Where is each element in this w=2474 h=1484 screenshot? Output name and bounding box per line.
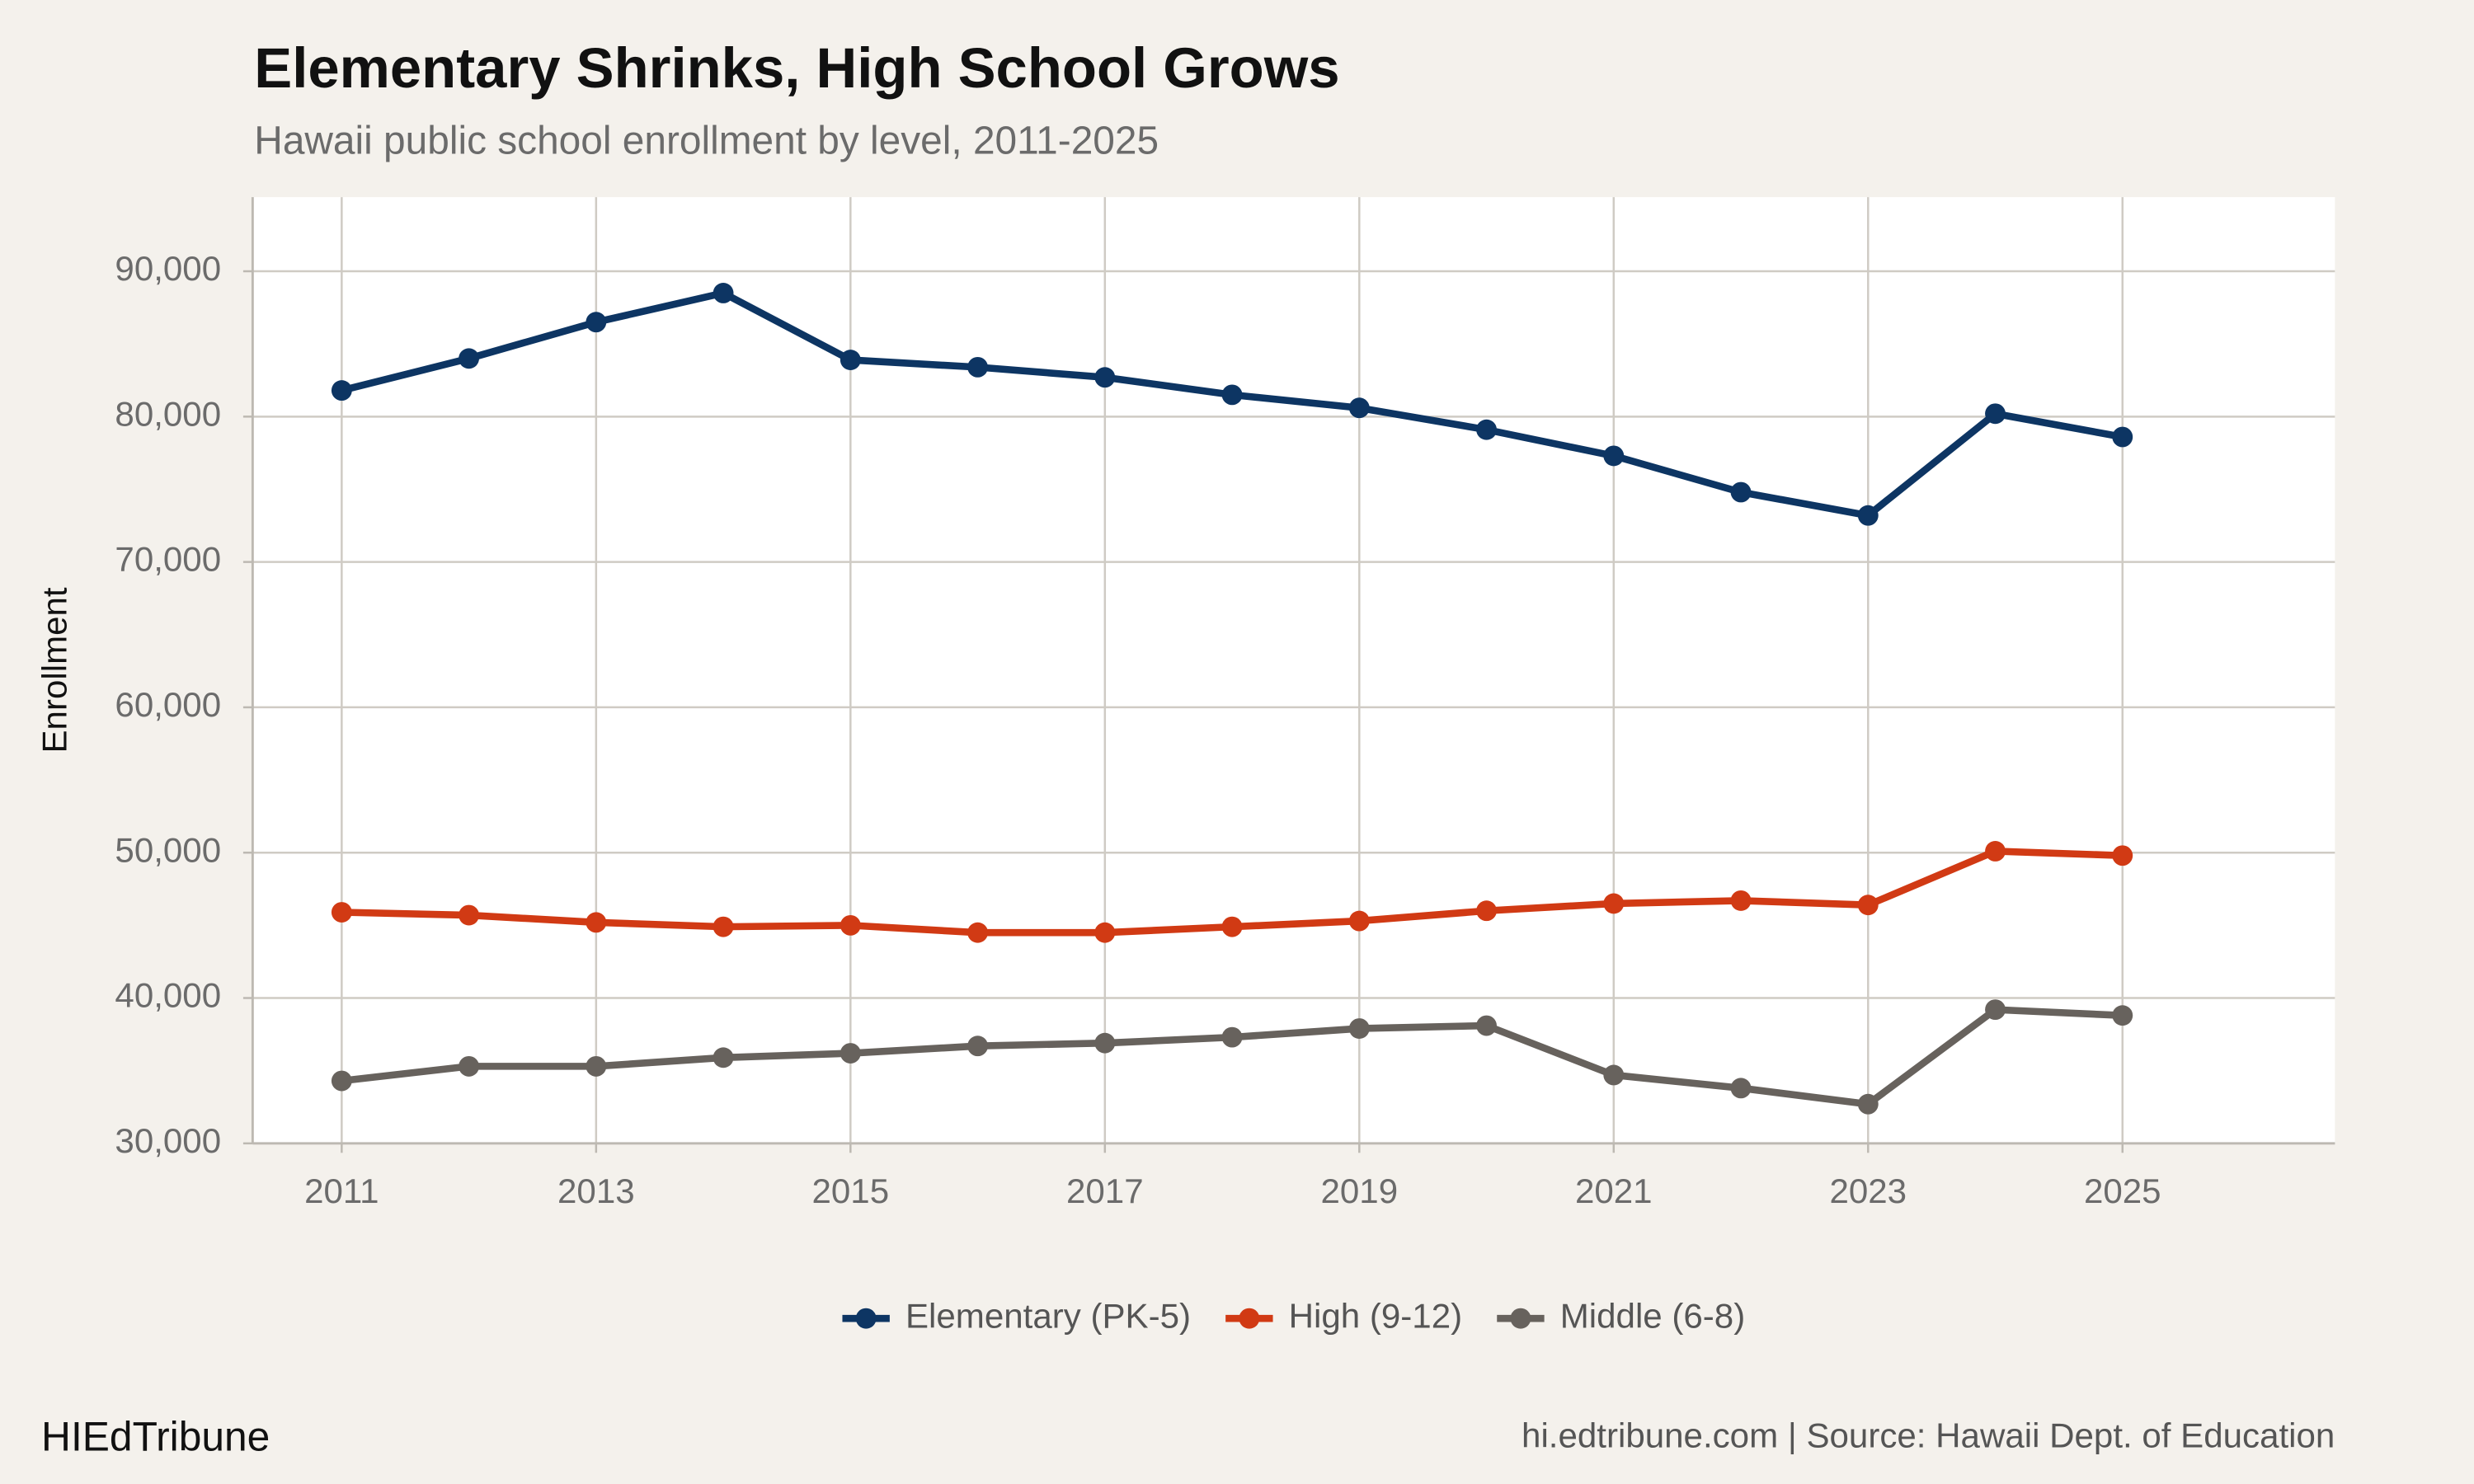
legend-key-point — [1510, 1308, 1531, 1329]
data-point — [2112, 1005, 2133, 1026]
data-point — [1985, 403, 2006, 425]
data-point — [1476, 900, 1497, 922]
data-point — [713, 916, 734, 937]
data-point — [840, 914, 861, 936]
source-note: hi.edtribune.com | Source: Hawaii Dept. … — [1522, 1416, 2335, 1455]
y-tick-label: 70,000 — [115, 540, 221, 579]
data-point — [1603, 1064, 1625, 1086]
legend: Elementary (PK-5) High (9-12) Middle (6-8) — [842, 1296, 1745, 1335]
data-point — [459, 904, 480, 926]
legend-label: Elementary (PK-5) — [905, 1296, 1191, 1335]
data-point — [1857, 895, 1879, 916]
data-point — [1985, 999, 2006, 1021]
data-point — [459, 348, 480, 369]
data-point — [2112, 426, 2133, 448]
y-tick-label: 80,000 — [115, 394, 221, 433]
legend-item: Elementary (PK-5) — [842, 1296, 1191, 1335]
data-point — [1476, 1015, 1497, 1036]
data-point — [1094, 1032, 1116, 1054]
data-point — [1730, 1078, 1752, 1099]
legend-label: Middle (6-8) — [1560, 1296, 1746, 1335]
x-tick-label: 2013 — [557, 1172, 635, 1210]
chart-subtitle: Hawaii public school enrollment by level… — [254, 120, 1159, 163]
chart-title: Elementary Shrinks, High School Grows — [254, 36, 1339, 100]
data-point — [840, 350, 861, 370]
data-point — [967, 356, 989, 378]
data-point — [1094, 922, 1116, 943]
data-point — [967, 922, 989, 943]
data-point — [586, 1055, 607, 1077]
data-point — [331, 380, 352, 402]
legend-item: Middle (6-8) — [1497, 1296, 1745, 1335]
data-point — [2112, 845, 2133, 866]
x-tick-label: 2025 — [2084, 1172, 2161, 1210]
data-point — [1603, 893, 1625, 914]
data-point — [1221, 1026, 1243, 1048]
data-point — [1348, 397, 1370, 419]
data-point — [840, 1043, 861, 1064]
data-point — [1985, 841, 2006, 862]
y-tick-label: 30,000 — [115, 1121, 221, 1160]
y-tick-label: 90,000 — [115, 249, 221, 288]
data-point — [1094, 367, 1116, 388]
legend-key-point — [855, 1308, 877, 1329]
legend-key-point — [1239, 1308, 1260, 1329]
data-point — [1603, 445, 1625, 467]
x-tick-label: 2019 — [1320, 1172, 1398, 1210]
data-point — [331, 1070, 352, 1092]
y-tick-label: 40,000 — [115, 976, 221, 1015]
data-point — [1348, 910, 1370, 932]
data-point — [1857, 505, 1879, 526]
data-point — [1857, 1093, 1879, 1115]
x-tick-label: 2021 — [1575, 1172, 1653, 1210]
data-point — [1730, 890, 1752, 911]
data-point — [1221, 916, 1243, 937]
legend-label: High (9-12) — [1289, 1296, 1462, 1335]
data-point — [459, 1055, 480, 1077]
y-tick-label: 50,000 — [115, 830, 221, 869]
data-point — [967, 1036, 989, 1057]
marks — [331, 283, 2133, 1115]
x-tick-label: 2017 — [1066, 1172, 1144, 1210]
legend-item: High (9-12) — [1225, 1296, 1462, 1335]
x-tick-label: 2011 — [304, 1172, 379, 1210]
data-point — [1221, 384, 1243, 406]
data-point — [586, 312, 607, 333]
plot-panel — [252, 197, 2335, 1144]
brand: HIEdTribune — [41, 1414, 270, 1460]
y-tick-label: 60,000 — [115, 685, 221, 724]
data-point — [586, 912, 607, 933]
data-point — [1730, 481, 1752, 503]
data-point — [713, 1047, 734, 1068]
data-point — [713, 283, 734, 303]
x-tick-label: 2015 — [812, 1172, 890, 1210]
data-point — [331, 902, 352, 923]
y-axis-label: Enrollment — [35, 587, 73, 753]
data-point — [1476, 419, 1497, 440]
data-point — [1348, 1018, 1370, 1039]
x-tick-label: 2023 — [1829, 1172, 1907, 1210]
